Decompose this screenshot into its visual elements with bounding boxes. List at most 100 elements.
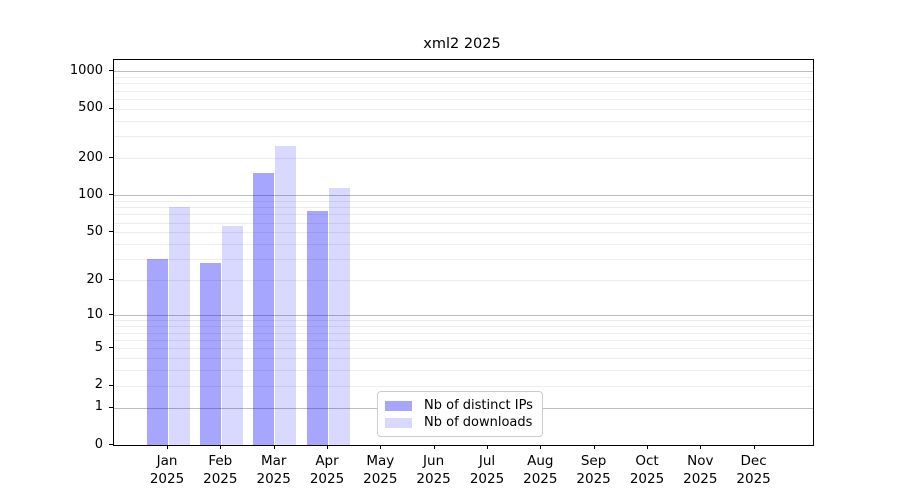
gridline-major [114, 315, 813, 317]
gridline-minor [114, 108, 813, 110]
gridline-minor [114, 98, 813, 100]
gridline-minor [114, 158, 813, 160]
bar-distinct-ips-apr [306, 210, 328, 445]
y-tick-label: 5 [94, 339, 103, 355]
x-tick-label-nov: Nov 2025 [665, 453, 735, 488]
x-tick-year: 2025 [309, 470, 345, 487]
legend-item-distinct-ips: Nb of distinct IPs [385, 397, 534, 414]
gridline-minor [114, 320, 813, 322]
gridline-minor [114, 385, 813, 387]
gridline-minor [114, 207, 813, 209]
gridline-minor [114, 357, 813, 359]
legend-swatch-distinct-ips [385, 400, 412, 411]
x-tick-month: Apr [315, 453, 339, 469]
gridline-minor [114, 348, 813, 350]
y-tick-label: 100 [78, 186, 103, 202]
x-tick-label-sep: Sep 2025 [559, 453, 629, 488]
y-tick-mark [109, 107, 113, 109]
legend-swatch-downloads [385, 417, 412, 428]
y-tick-mark [109, 279, 113, 281]
x-tick-month: Feb [208, 453, 233, 469]
x-tick-mark [700, 445, 702, 449]
gridline-minor [114, 214, 813, 216]
bar-downloads-jan [168, 207, 190, 445]
gridline-minor [114, 76, 813, 78]
legend: Nb of distinct IPs Nb of downloads [377, 391, 543, 437]
x-tick-month: Oct [635, 453, 659, 469]
x-tick-year: 2025 [149, 470, 185, 487]
x-tick-year: 2025 [416, 470, 451, 487]
x-tick-label-jan: Jan 2025 [132, 453, 202, 488]
gridline-minor [114, 232, 813, 234]
x-tick-month: Jan [156, 453, 178, 469]
x-tick-label-feb: Feb 2025 [185, 453, 255, 488]
legend-label-distinct-ips: Nb of distinct IPs [424, 398, 533, 413]
x-tick-mark [593, 445, 595, 449]
y-tick-mark [109, 384, 113, 386]
y-tick-label: 20 [86, 271, 103, 287]
bar-downloads-feb [221, 226, 243, 445]
x-tick-mark [220, 445, 222, 449]
y-tick-mark [109, 194, 113, 196]
x-tick-label-mar: Mar 2025 [239, 453, 309, 488]
y-tick-mark [109, 314, 113, 316]
x-tick-year: 2025 [256, 470, 291, 487]
legend-label-downloads: Nb of downloads [424, 415, 533, 430]
gridline-minor [114, 200, 813, 202]
x-tick-month: Dec [740, 453, 767, 469]
gridline-minor [114, 83, 813, 85]
y-tick-label: 500 [78, 100, 103, 116]
x-tick-label-oct: Oct 2025 [612, 453, 682, 488]
gridline-minor [114, 120, 813, 122]
gridline-minor [114, 244, 813, 246]
gridline-minor [114, 326, 813, 328]
x-tick-month: Jul [478, 453, 496, 469]
y-tick-mark [109, 406, 113, 408]
plot-area [113, 59, 814, 446]
gridline-major [114, 71, 813, 73]
gridline-minor [114, 332, 813, 334]
y-tick-label: 1000 [69, 62, 103, 78]
gridline-minor [114, 259, 813, 261]
bar-downloads-mar [275, 145, 297, 445]
bar-distinct-ips-feb [199, 262, 221, 445]
y-tick-mark [109, 444, 113, 445]
bar-downloads-apr [328, 188, 350, 445]
gridline-minor [114, 370, 813, 371]
gridline-minor [114, 136, 813, 138]
x-tick-month: Sep [580, 453, 607, 469]
x-tick-label-may: May 2025 [345, 453, 415, 488]
bar-distinct-ips-jan [146, 259, 168, 445]
x-tick-mark [327, 445, 328, 449]
gridline-minor [114, 339, 813, 341]
x-tick-year: 2025 [363, 470, 398, 487]
y-tick-label: 1 [94, 399, 103, 414]
gridline-minor [114, 280, 813, 282]
gridline-minor [114, 90, 813, 92]
chart-title: xml2 2025 [423, 36, 501, 52]
x-tick-mark [167, 445, 168, 449]
x-tick-year: 2025 [736, 470, 771, 487]
x-tick-month: Nov [687, 453, 714, 469]
x-tick-month: May [366, 453, 395, 469]
y-tick-mark [109, 157, 113, 159]
y-tick-label: 50 [86, 223, 103, 239]
y-tick-label: 10 [86, 306, 103, 322]
x-tick-year: 2025 [683, 470, 718, 487]
x-tick-mark [540, 445, 542, 449]
x-tick-year: 2025 [469, 470, 505, 487]
x-tick-month: Mar [260, 453, 287, 469]
x-tick-mark [433, 445, 435, 449]
x-tick-label-apr: Apr 2025 [292, 453, 362, 488]
x-tick-year: 2025 [203, 470, 238, 487]
x-tick-year: 2025 [576, 470, 611, 487]
x-tick-mark [753, 445, 755, 449]
x-tick-label-jul: Jul 2025 [452, 453, 522, 488]
y-tick-label: 2 [94, 377, 103, 393]
x-tick-mark [647, 445, 648, 449]
x-tick-mark [487, 445, 488, 449]
x-tick-label-jun: Jun 2025 [399, 453, 469, 488]
x-tick-label-aug: Aug 2025 [505, 453, 575, 488]
x-tick-year: 2025 [629, 470, 665, 487]
